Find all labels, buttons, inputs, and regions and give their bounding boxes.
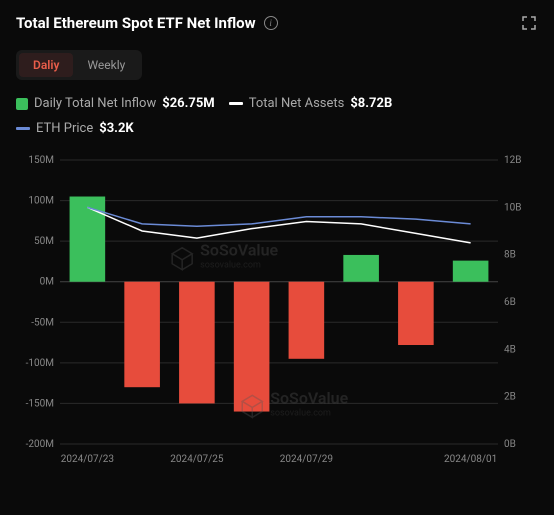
legend: Daily Total Net Inflow $26.75M Total Net… (16, 96, 538, 136)
legend-inflow-value: $26.75M (162, 96, 214, 111)
info-icon[interactable]: i (264, 16, 278, 30)
legend-inflow: Daily Total Net Inflow $26.75M (16, 96, 215, 111)
legend-assets: Total Net Assets $8.72B (229, 96, 393, 111)
svg-text:12B: 12B (504, 155, 521, 166)
legend-eth: ETH Price $3.2K (16, 121, 538, 136)
svg-text:10B: 10B (504, 202, 521, 213)
svg-text:2024/07/23: 2024/07/23 (61, 454, 114, 465)
bar (398, 282, 434, 345)
bar (70, 197, 106, 282)
svg-text:0M: 0M (40, 277, 54, 288)
legend-eth-label: ETH Price (36, 121, 93, 136)
svg-text:-100M: -100M (26, 358, 54, 369)
legend-assets-value: $8.72B (350, 96, 392, 111)
bar (453, 261, 489, 282)
svg-text:2024/08/01: 2024/08/01 (444, 454, 497, 465)
legend-assets-label: Total Net Assets (249, 96, 345, 111)
chart: -200M -150M -100M -50M 0M 50M 100M 150M 0B 2B 4B 6B… (16, 150, 538, 470)
svg-text:4B: 4B (504, 344, 516, 355)
svg-text:100M: 100M (28, 196, 54, 207)
tab-weekly[interactable]: Weekly (73, 53, 139, 77)
svg-text:6B: 6B (504, 297, 516, 308)
svg-text:SoSoValue: SoSoValue (200, 241, 278, 260)
legend-eth-swatch (16, 127, 30, 130)
svg-text:sosovalue.com: sosovalue.com (200, 261, 261, 271)
bar (343, 255, 379, 282)
bar (124, 282, 160, 387)
assets-line (87, 207, 470, 243)
svg-text:150M: 150M (28, 155, 54, 166)
eth-line (87, 207, 470, 226)
legend-eth-value: $3.2K (99, 121, 133, 136)
bar (234, 282, 270, 412)
svg-text:-150M: -150M (26, 398, 54, 409)
svg-text:8B: 8B (504, 250, 516, 261)
svg-text:sosovalue.com: sosovalue.com (270, 408, 331, 418)
svg-text:-50M: -50M (31, 317, 54, 328)
expand-icon[interactable] (520, 14, 538, 32)
legend-inflow-label: Daily Total Net Inflow (34, 96, 156, 111)
page-title: Total Ethereum Spot ETF Net Inflow (16, 14, 256, 32)
tabs: Daliy Weekly (16, 50, 142, 80)
svg-text:2B: 2B (504, 392, 516, 403)
svg-text:50M: 50M (34, 236, 54, 247)
tab-daily[interactable]: Daliy (19, 53, 73, 77)
bar (289, 282, 325, 359)
bar (179, 282, 215, 404)
svg-text:2024/07/25: 2024/07/25 (170, 454, 224, 465)
svg-text:-200M: -200M (26, 439, 54, 450)
legend-inflow-swatch (16, 98, 28, 110)
svg-text:SoSoValue: SoSoValue (270, 388, 348, 407)
legend-assets-swatch (229, 102, 243, 105)
chart-svg: -200M -150M -100M -50M 0M 50M 100M 150M 0B 2B 4B 6B… (16, 150, 538, 470)
svg-text:0B: 0B (504, 439, 516, 450)
svg-text:2024/07/29: 2024/07/29 (280, 454, 333, 465)
